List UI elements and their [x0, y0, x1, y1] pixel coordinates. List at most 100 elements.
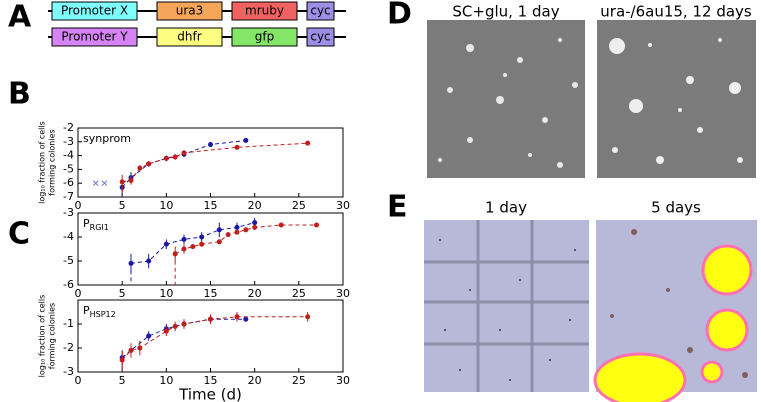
- construct-label: Promoter X: [61, 4, 128, 18]
- data-point: [163, 155, 169, 161]
- photo-d-left: [427, 20, 585, 178]
- x-tick-label: 20: [248, 199, 262, 212]
- x-tick-label: 5: [119, 287, 126, 300]
- x-axis-label: Time (d): [178, 386, 242, 402]
- data-point: [146, 333, 152, 339]
- y-axis-label: log₁₀ fraction of cells: [38, 295, 47, 378]
- panel-letter: C: [8, 217, 30, 252]
- y-tick-label: -4: [63, 230, 74, 243]
- x-tick-label: 25: [292, 374, 306, 387]
- x-tick-label: 15: [204, 374, 218, 387]
- data-point: [163, 328, 169, 334]
- data-point: [172, 154, 178, 160]
- y-axis-label: forming colonies: [48, 303, 57, 369]
- construct-label: gfp: [255, 30, 274, 44]
- data-point: [305, 140, 311, 146]
- label-subscript: RGI1: [90, 223, 109, 232]
- y-tick-label: -7: [63, 190, 74, 203]
- data-point: [181, 236, 187, 242]
- photo-title: SC+glu, 1 day: [452, 3, 559, 21]
- data-point: [199, 234, 205, 240]
- series-line: [121, 316, 308, 361]
- data-point: [314, 222, 319, 228]
- panel-letter: B: [8, 77, 31, 112]
- construct-part: [231, 1, 298, 21]
- panel-label: PRGI1: [83, 217, 109, 232]
- x-tick-label: 20: [248, 287, 262, 300]
- x-tick-label: 30: [336, 287, 350, 300]
- photo-e-left: [424, 220, 589, 392]
- label-subscript: HSP12: [90, 310, 116, 319]
- data-point: [128, 177, 134, 183]
- x-tick-label: 0: [75, 287, 82, 300]
- data-point: [216, 239, 222, 245]
- data-point: [128, 347, 134, 353]
- data-point: [119, 179, 125, 185]
- construct-label: cyc: [310, 4, 330, 18]
- data-point: [278, 222, 284, 228]
- construct-label: mruby: [245, 4, 284, 18]
- panel-letter: A: [8, 0, 32, 35]
- photo-title: 5 days: [651, 199, 701, 217]
- y-tick-label: -2: [63, 341, 74, 354]
- plot-frame: [77, 299, 344, 373]
- data-point: [199, 241, 205, 247]
- cross-marker: [101, 180, 108, 187]
- data-point: [128, 260, 134, 266]
- data-point: [243, 227, 249, 233]
- panel-label: PHSP12: [83, 304, 116, 319]
- series-line: [121, 139, 246, 188]
- data-point: [146, 258, 152, 264]
- construct-part: [51, 1, 138, 21]
- data-point: [234, 229, 240, 235]
- construct-part: [231, 27, 298, 47]
- data-point: [305, 314, 311, 320]
- construct-label: cyc: [310, 30, 330, 44]
- x-tick-label: 10: [159, 287, 173, 300]
- x-tick-label: 30: [336, 374, 350, 387]
- construct-part: [306, 1, 335, 21]
- data-point: [252, 220, 258, 226]
- x-tick-label: 0: [75, 199, 82, 212]
- construct-part: [306, 27, 335, 47]
- y-tick-label: -5: [63, 162, 74, 175]
- construct-part: [156, 1, 223, 21]
- data-point: [181, 321, 187, 327]
- y-tick-label: -3: [63, 365, 74, 378]
- construct-label: dhfr: [177, 30, 201, 44]
- x-tick-label: 15: [204, 199, 218, 212]
- data-point: [208, 142, 213, 148]
- data-point: [190, 244, 196, 250]
- plot-frame: [77, 212, 344, 286]
- data-point: [181, 150, 187, 156]
- data-point: [243, 137, 249, 143]
- y-tick-label: -1: [63, 317, 74, 330]
- x-tick-label: 25: [292, 199, 306, 212]
- series-line: [130, 222, 255, 264]
- x-tick-label: 25: [292, 287, 306, 300]
- photo-e-right: [593, 220, 757, 402]
- construct-part: [51, 27, 138, 47]
- photo-title: ura-/6au15, 12 days: [600, 3, 752, 21]
- x-tick-label: 20: [248, 374, 262, 387]
- data-point: [172, 323, 178, 329]
- data-point: [137, 165, 143, 171]
- construct-label: ura3: [176, 4, 204, 18]
- data-point: [146, 161, 152, 167]
- data-point: [181, 246, 187, 252]
- data-point: [119, 357, 125, 363]
- cross-marker: [92, 180, 99, 187]
- data-point: [225, 232, 231, 238]
- y-tick-label: -3: [63, 206, 74, 219]
- data-point: [234, 314, 240, 320]
- x-tick-label: 0: [75, 374, 82, 387]
- data-point: [216, 227, 222, 233]
- x-tick-label: 15: [204, 287, 218, 300]
- x-tick-label: 30: [336, 199, 350, 212]
- construct-label: Promoter Y: [61, 30, 128, 44]
- y-tick-label: -3: [63, 135, 74, 148]
- data-point: [234, 224, 240, 230]
- panel-label: synprom: [83, 132, 131, 145]
- data-point: [243, 316, 249, 322]
